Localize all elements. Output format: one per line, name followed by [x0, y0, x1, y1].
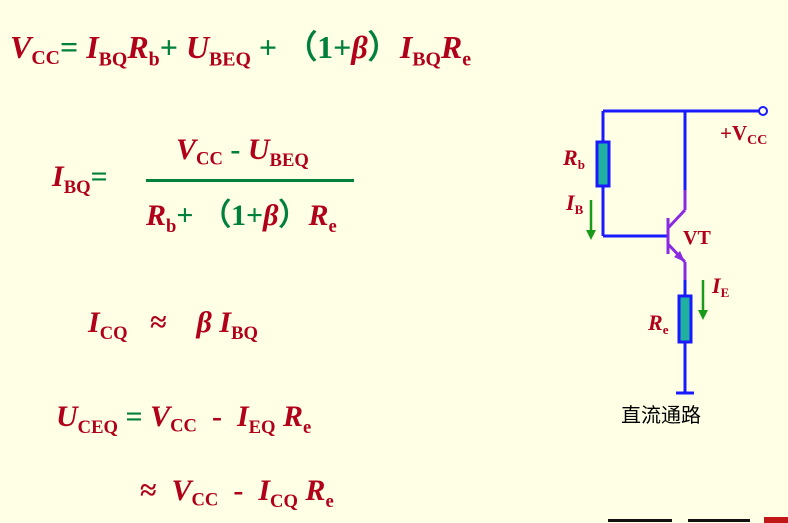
- supply-label: +VCC: [720, 121, 767, 148]
- ib-subscript: BQ: [98, 48, 128, 71]
- vcc-subscript: CC: [170, 415, 197, 437]
- circuit-wires: [601, 109, 762, 395]
- beta-symbol: β: [263, 199, 279, 232]
- plus-sign: +: [159, 29, 178, 65]
- paren-close: ）: [367, 29, 400, 65]
- re-symbol: R: [440, 29, 463, 65]
- paren-close: ）: [278, 199, 309, 232]
- icq-symbol: I: [88, 306, 100, 339]
- ube-symbol: U: [185, 29, 210, 65]
- ube-subscript: BEQ: [209, 48, 251, 71]
- vcc-symbol: V: [10, 29, 32, 65]
- icq-symbol: I: [258, 474, 271, 507]
- minus-sign: -: [233, 474, 244, 507]
- fraction-numerator: VCC - UBEQ: [176, 133, 309, 172]
- vcc-subscript: CC: [31, 46, 60, 69]
- re-subscript: e: [462, 48, 472, 71]
- uceq-subscript: CEQ: [77, 417, 118, 439]
- equals-sign: =: [125, 400, 143, 433]
- transistor-label: VT: [683, 227, 711, 249]
- fraction-bar: [146, 179, 354, 182]
- ibq-symbol: I: [52, 160, 64, 193]
- approx-sign: ≈: [150, 306, 167, 339]
- equals-sign: =: [90, 160, 108, 193]
- icq-subscript: CQ: [99, 323, 128, 345]
- ib-symbol: I: [86, 29, 99, 65]
- minus-sign: -: [211, 400, 222, 433]
- rb-label: Rb: [562, 145, 585, 172]
- fraction-denominator: Rb+ （1+β）Re: [146, 190, 337, 238]
- beta-symbol: β: [196, 306, 212, 339]
- ube-symbol: U: [247, 133, 270, 166]
- re-symbol: R: [305, 474, 326, 507]
- paren-open: （1+: [285, 29, 352, 65]
- re-symbol: R: [283, 400, 304, 433]
- ube-subscript: BEQ: [269, 150, 309, 172]
- vcc-symbol: V: [171, 474, 192, 507]
- ieq-subscript: EQ: [248, 417, 276, 439]
- vcc-symbol: V: [150, 400, 171, 433]
- uceq-symbol: U: [56, 400, 78, 433]
- rb-symbol: R: [127, 29, 149, 65]
- transistor-collector-leg: [666, 208, 687, 230]
- re-resistor: [677, 294, 693, 344]
- ieq-symbol: I: [236, 400, 249, 433]
- ib-arrow-icon: [586, 230, 596, 240]
- re-subscript: e: [328, 216, 337, 238]
- ib-subscript: BQ: [412, 48, 441, 71]
- kvl-equation: VCC= IBQRb+ UBEQ + （1+β）IBQRe: [10, 22, 471, 72]
- icq-equation: ICQ ≈ β IBQ: [88, 306, 258, 345]
- plus-sign: +: [258, 29, 278, 65]
- paren-open: （1+: [200, 199, 264, 232]
- re-subscript: e: [325, 491, 334, 513]
- re-symbol: R: [308, 199, 329, 232]
- equals-sign: =: [59, 29, 79, 65]
- ibq-subscript: BQ: [231, 323, 258, 345]
- minus-sign: -: [230, 133, 241, 166]
- nav-bar-active: [764, 517, 788, 523]
- approx-sign: ≈: [140, 474, 157, 507]
- ie-arrow-icon: [698, 310, 708, 320]
- nav-bar: [688, 519, 750, 522]
- rb-resistor: [595, 140, 611, 188]
- plus-sign: +: [176, 199, 194, 232]
- ib-label: IB: [565, 190, 584, 217]
- re-label: Re: [647, 310, 669, 337]
- icq-subscript: CQ: [270, 491, 298, 513]
- emitter-arrow-icon: [674, 251, 685, 262]
- vcc-symbol: V: [176, 133, 197, 166]
- ibq-symbol: I: [219, 306, 232, 339]
- ibq-lhs: IBQ=: [52, 160, 108, 199]
- vcc-subscript: CC: [196, 148, 223, 170]
- supply-terminal: [758, 106, 768, 116]
- ib-symbol: I: [399, 29, 413, 65]
- uceq-approx-equation: ≈ VCC - ICQ Re: [140, 474, 334, 513]
- rb-symbol: R: [146, 199, 167, 232]
- ie-label: IE: [711, 273, 729, 300]
- rb-subscript: b: [148, 48, 160, 71]
- nav-bar: [608, 519, 672, 522]
- vcc-subscript: CC: [191, 489, 219, 511]
- re-subscript: e: [303, 417, 312, 439]
- uceq-equation: UCEQ = VCC - IEQ Re: [56, 400, 311, 439]
- dc-path-caption: 直流通路: [621, 403, 701, 427]
- ibq-subscript: BQ: [63, 177, 91, 199]
- rb-subscript: b: [166, 216, 177, 238]
- beta-symbol: β: [351, 29, 368, 65]
